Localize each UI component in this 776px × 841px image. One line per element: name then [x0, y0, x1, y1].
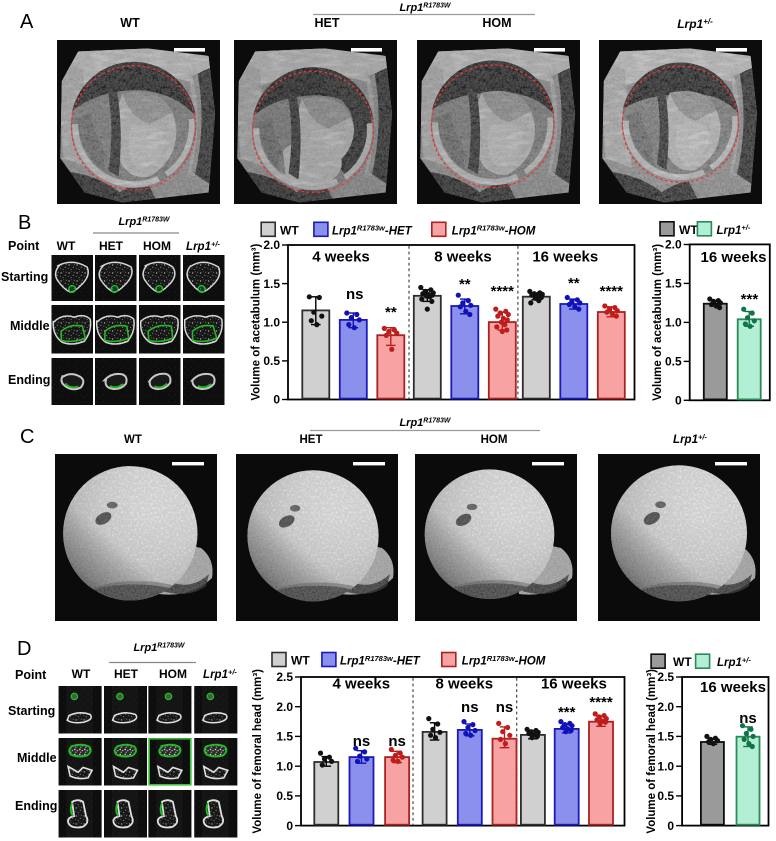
- svg-text:WT: WT: [72, 667, 91, 681]
- svg-text:ns: ns: [461, 699, 479, 716]
- svg-text:1.5: 1.5: [276, 730, 293, 744]
- svg-text:Starting: Starting: [8, 704, 55, 718]
- svg-text:HET: HET: [300, 434, 323, 446]
- svg-text:2.0: 2.0: [657, 700, 674, 714]
- svg-text:HET: HET: [114, 667, 139, 681]
- svg-text:**: **: [568, 275, 580, 292]
- svg-text:Lrp1R1783w-HOM: Lrp1R1783w-HOM: [462, 654, 546, 668]
- svg-text:0: 0: [667, 819, 674, 833]
- svg-text:0.5: 0.5: [665, 355, 682, 369]
- svg-text:Ending: Ending: [8, 373, 50, 387]
- svg-text:16 weeks: 16 weeks: [541, 676, 607, 693]
- svg-text:2.5: 2.5: [657, 670, 674, 684]
- svg-text:4 weeks: 4 weeks: [333, 676, 391, 693]
- svg-text:2.0: 2.0: [263, 238, 280, 252]
- svg-text:0: 0: [286, 819, 293, 833]
- svg-text:****: ****: [491, 283, 515, 300]
- svg-text:WT: WT: [57, 239, 76, 253]
- svg-text:Point: Point: [8, 239, 40, 253]
- svg-text:WT: WT: [280, 223, 299, 237]
- svg-text:WT: WT: [679, 223, 698, 237]
- svg-text:16 weeks: 16 weeks: [700, 679, 766, 696]
- svg-text:***: ***: [741, 291, 759, 308]
- svg-text:8 weeks: 8 weeks: [434, 249, 492, 266]
- svg-text:ns: ns: [353, 733, 371, 750]
- svg-text:****: ****: [600, 283, 624, 300]
- svg-text:Lrp1R1783w-HET: Lrp1R1783w-HET: [340, 654, 421, 668]
- svg-text:1.5: 1.5: [657, 730, 674, 744]
- svg-text:4 weeks: 4 weeks: [312, 249, 370, 266]
- svg-text:WT: WT: [291, 654, 310, 668]
- svg-text:***: ***: [558, 704, 576, 721]
- svg-text:0.5: 0.5: [276, 789, 293, 803]
- svg-text:HOM: HOM: [481, 434, 508, 446]
- svg-text:**: **: [459, 276, 471, 293]
- svg-text:0.5: 0.5: [263, 354, 280, 368]
- svg-text:D: D: [17, 638, 31, 660]
- svg-text:A: A: [20, 11, 34, 33]
- svg-text:2.5: 2.5: [276, 670, 293, 684]
- svg-text:HET: HET: [315, 16, 340, 30]
- svg-text:Lrp1R1783w-HOM: Lrp1R1783w-HOM: [452, 224, 536, 238]
- svg-text:HET: HET: [99, 239, 124, 253]
- svg-text:1.0: 1.0: [657, 759, 674, 773]
- svg-text:**: **: [385, 304, 397, 321]
- svg-text:0: 0: [675, 394, 682, 408]
- svg-text:B: B: [18, 212, 31, 234]
- svg-text:1.5: 1.5: [263, 277, 280, 291]
- svg-text:Starting: Starting: [1, 270, 48, 284]
- svg-text:8 weeks: 8 weeks: [436, 676, 494, 693]
- svg-text:ns: ns: [739, 710, 757, 727]
- svg-text:Lrp1R1783w-HET: Lrp1R1783w-HET: [332, 224, 413, 238]
- svg-text:ns: ns: [346, 286, 364, 303]
- svg-text:16 weeks: 16 weeks: [532, 249, 598, 266]
- svg-text:HOM: HOM: [159, 667, 187, 681]
- svg-text:Middle: Middle: [10, 319, 50, 333]
- svg-text:ns: ns: [496, 699, 514, 716]
- svg-text:WT: WT: [120, 16, 140, 30]
- svg-text:WT: WT: [124, 434, 142, 446]
- svg-text:1.0: 1.0: [276, 759, 293, 773]
- svg-text:Volume of femoral head (mm³): Volume of femoral head (mm³): [646, 669, 658, 834]
- svg-text:ns: ns: [388, 733, 406, 750]
- svg-text:2.0: 2.0: [276, 700, 293, 714]
- svg-text:2.0: 2.0: [665, 238, 682, 252]
- svg-text:0: 0: [273, 393, 280, 407]
- svg-text:1.5: 1.5: [665, 277, 682, 291]
- svg-text:Point: Point: [15, 668, 47, 682]
- svg-text:1.0: 1.0: [263, 315, 280, 329]
- svg-text:Volume of acetabulum (mm³): Volume of acetabulum (mm³): [652, 244, 664, 401]
- svg-text:Middle: Middle: [17, 751, 57, 765]
- svg-text:16 weeks: 16 weeks: [701, 249, 767, 266]
- svg-text:1.0: 1.0: [665, 316, 682, 330]
- svg-text:****: ****: [589, 694, 613, 711]
- svg-text:C: C: [20, 426, 34, 448]
- svg-text:Volume of femoral head (mm³): Volume of femoral head (mm³): [252, 669, 264, 834]
- svg-text:HOM: HOM: [482, 16, 511, 30]
- svg-text:HOM: HOM: [143, 239, 171, 253]
- svg-text:Ending: Ending: [15, 799, 57, 813]
- svg-text:0.5: 0.5: [657, 789, 674, 803]
- svg-text:Volume of acetabulum (mm³): Volume of acetabulum (mm³): [251, 244, 263, 401]
- svg-text:WT: WT: [673, 655, 692, 669]
